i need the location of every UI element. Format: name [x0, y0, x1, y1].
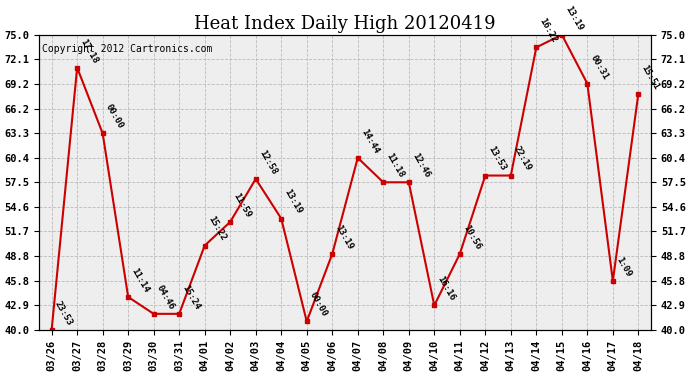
Text: 12:58: 12:58 — [257, 148, 278, 176]
Text: 00:31: 00:31 — [589, 53, 610, 81]
Text: 13:19: 13:19 — [563, 4, 584, 32]
Text: 10:56: 10:56 — [461, 224, 482, 251]
Text: 11:14: 11:14 — [130, 266, 151, 294]
Text: 15:51: 15:51 — [640, 63, 661, 91]
Text: 17:18: 17:18 — [79, 37, 100, 65]
Text: 23:53: 23:53 — [53, 299, 75, 327]
Text: 15:22: 15:22 — [206, 215, 227, 243]
Text: Copyright 2012 Cartronics.com: Copyright 2012 Cartronics.com — [42, 44, 213, 54]
Text: 12:46: 12:46 — [410, 152, 431, 180]
Text: 00:00: 00:00 — [308, 291, 329, 319]
Text: 16:16: 16:16 — [435, 275, 457, 303]
Text: 14:44: 14:44 — [359, 127, 380, 155]
Text: 13:53: 13:53 — [486, 145, 508, 173]
Text: 13:19: 13:19 — [283, 188, 304, 216]
Title: Heat Index Daily High 20120419: Heat Index Daily High 20120419 — [194, 15, 496, 33]
Text: 15:24: 15:24 — [181, 283, 201, 311]
Text: 1:09: 1:09 — [614, 255, 633, 278]
Text: 16:22: 16:22 — [538, 17, 559, 45]
Text: 00:00: 00:00 — [104, 103, 126, 130]
Text: 13:19: 13:19 — [334, 224, 355, 251]
Text: 11:59: 11:59 — [232, 191, 253, 219]
Text: 04:46: 04:46 — [155, 283, 177, 311]
Text: 22:19: 22:19 — [512, 145, 533, 173]
Text: 11:18: 11:18 — [384, 152, 406, 180]
